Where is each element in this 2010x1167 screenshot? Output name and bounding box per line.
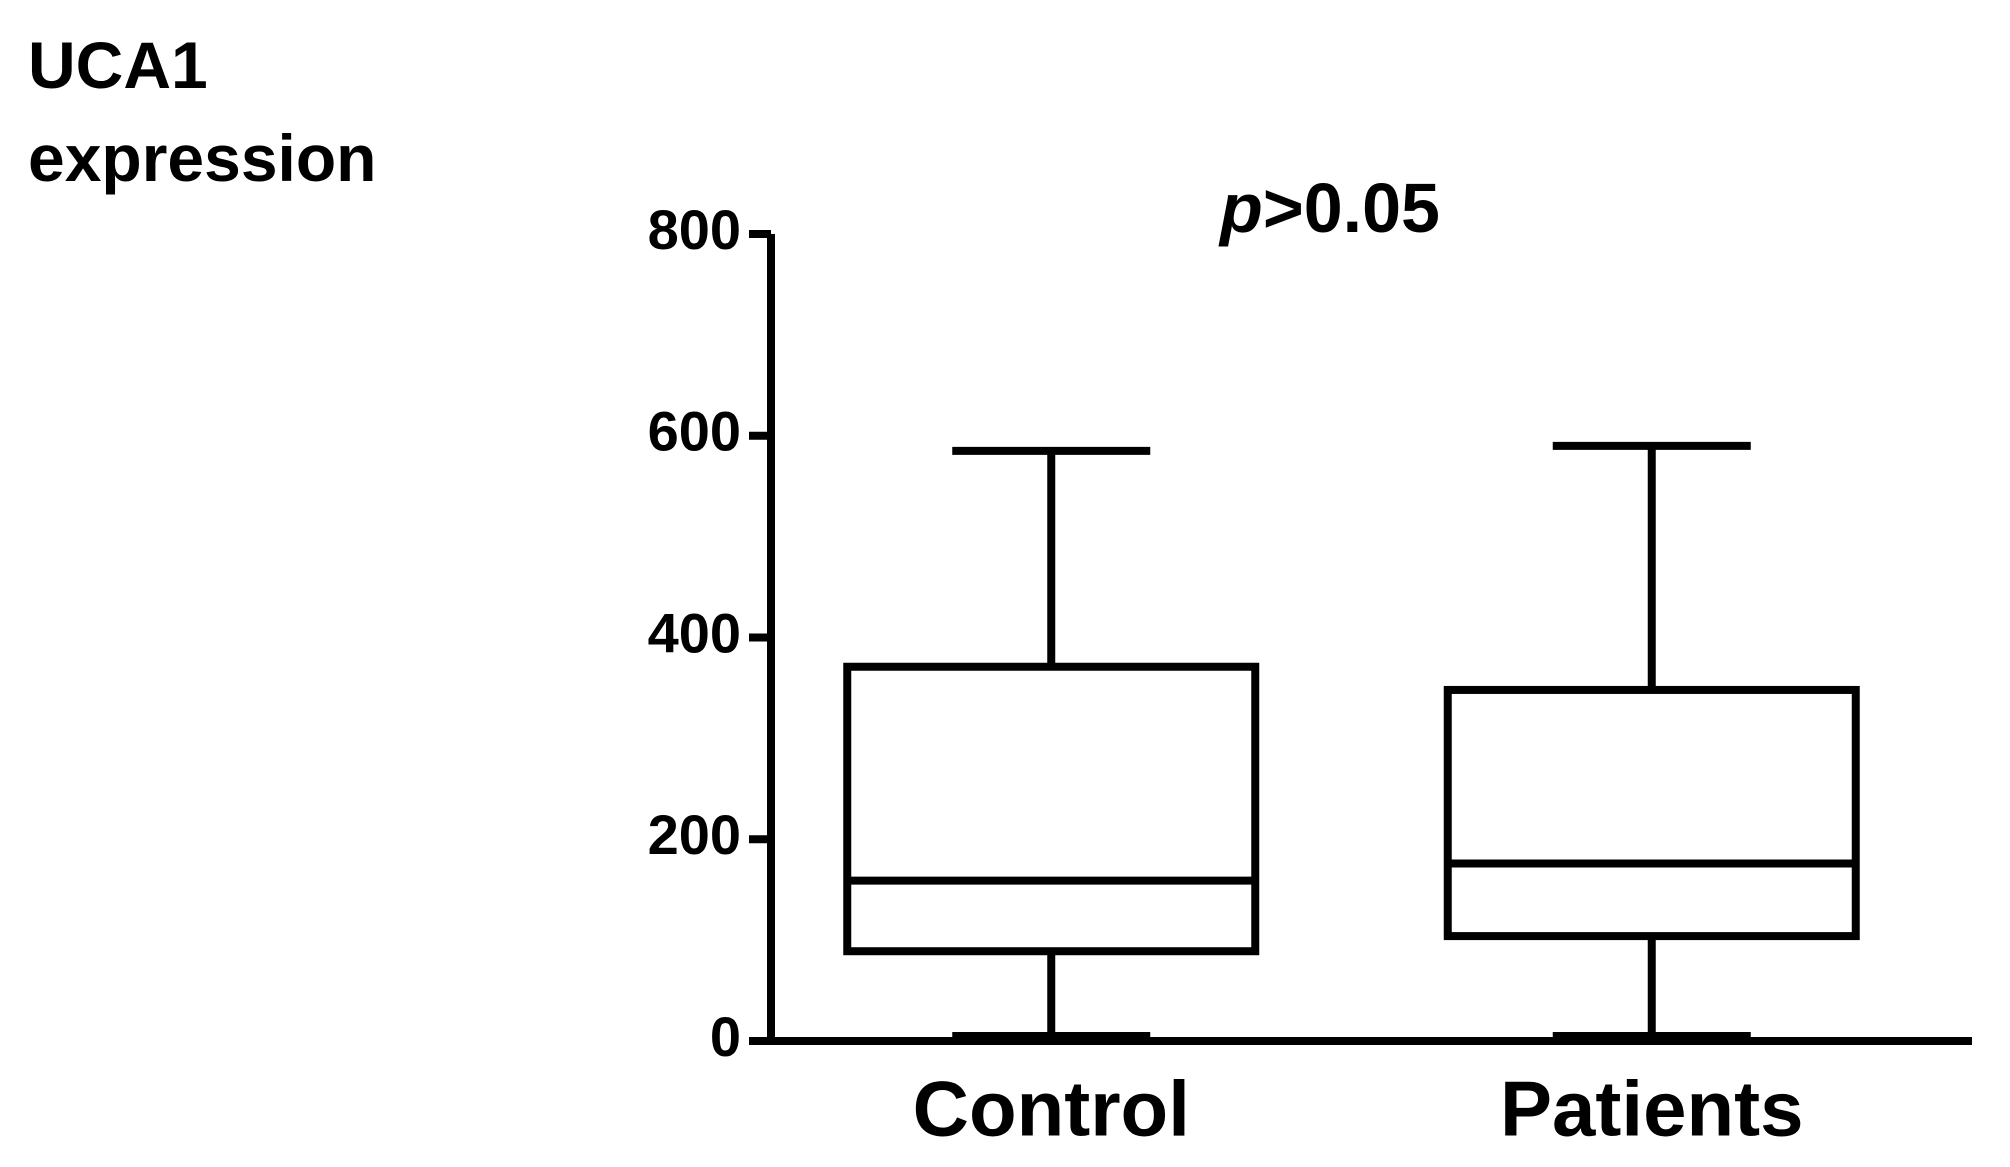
x-tick-label: Control xyxy=(913,1065,1190,1153)
y-tick-label: 0 xyxy=(710,1005,741,1068)
annotation: p>0.05 xyxy=(1218,169,1440,247)
annotation-symbol: p xyxy=(1218,169,1263,247)
y-tick-label: 400 xyxy=(648,601,741,664)
y-axis-label-line: expression xyxy=(28,121,377,195)
y-tick-label: 200 xyxy=(648,803,741,866)
y-tick-label: 600 xyxy=(648,400,741,463)
x-tick-label: Patients xyxy=(1500,1065,1803,1153)
y-axis-label-line: UCA1 xyxy=(28,28,208,102)
y-axis-label: UCA1 expression xyxy=(28,28,377,195)
y-tick-label: 800 xyxy=(648,198,741,261)
annotation-text: >0.05 xyxy=(1263,169,1440,247)
box xyxy=(843,662,1260,956)
box xyxy=(1443,685,1860,941)
